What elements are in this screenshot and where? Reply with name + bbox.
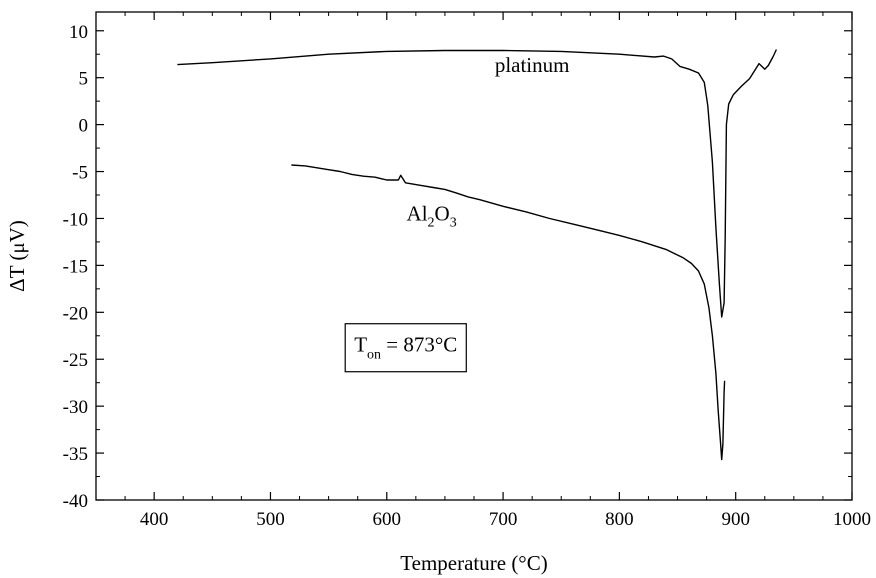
y-tick-label: -35 [63, 444, 88, 465]
al2o3-label: Al2O3 [407, 201, 457, 230]
al2o3-part-2: O [435, 201, 450, 225]
y-tick-label: 0 [79, 116, 89, 137]
platinum-label: platinum [495, 53, 570, 77]
onset-box [344, 323, 467, 373]
onset-label: Ton = 873°C [354, 333, 457, 363]
y-tick-label: -30 [63, 397, 88, 418]
x-tick-label: 500 [256, 509, 285, 530]
onset-sub: on [367, 348, 381, 363]
y-tick-label: -25 [63, 350, 88, 371]
series-group [177, 49, 778, 461]
x-tick-label: 800 [605, 509, 634, 530]
x-tick-label: 1000 [833, 509, 871, 530]
onset-t: T [354, 333, 367, 357]
y-tick-label: -20 [63, 303, 88, 324]
series-line-platinum [177, 49, 778, 318]
annotations: platinum Al2O3 Ton = 873°C [344, 53, 570, 373]
al2o3-part-1: Al [407, 201, 428, 225]
y-tick-label: -10 [63, 209, 88, 230]
y-axis-label: ΔT (μV) [5, 220, 29, 292]
x-axis-label: Temperature (°C) [400, 551, 547, 575]
axes: 400 500 600 700 800 900 1000 10 5 0 -5 -10 -15 -20 -25… [63, 11, 871, 530]
x-tick-label: 900 [721, 509, 750, 530]
onset-value: = 873°C [381, 333, 457, 357]
al2o3-sub-1: 2 [428, 215, 435, 230]
x-tick-label: 600 [373, 509, 402, 530]
x-tick-label: 400 [140, 509, 169, 530]
al2o3-sub-2: 3 [450, 215, 457, 230]
y-tick-label: -15 [63, 256, 88, 277]
y-tick-label: -40 [63, 491, 88, 512]
series-line-al2o3 [291, 164, 726, 461]
x-tick-label: 700 [489, 509, 518, 530]
y-tick-label: -5 [72, 163, 88, 184]
y-tick-label: 5 [79, 69, 89, 90]
y-tick-label: 10 [69, 22, 88, 43]
plot-frame [95, 11, 853, 501]
